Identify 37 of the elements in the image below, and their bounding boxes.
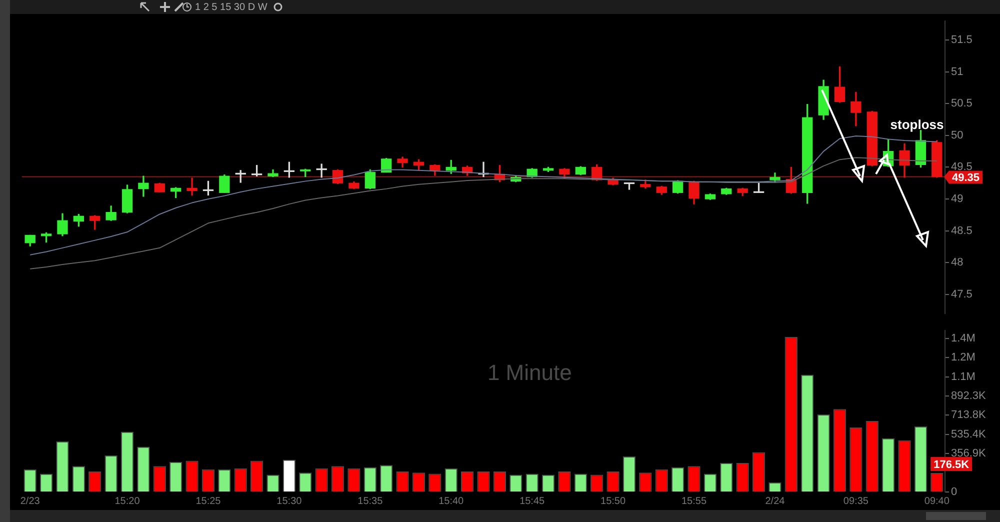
y-tick-label: 1.2M (951, 352, 976, 364)
x-tick-label: 15:45 (520, 496, 546, 507)
y-tick-label: 51.5 (951, 34, 972, 46)
y-tick-label: 49.5 (951, 161, 972, 174)
annotation: stoploss (890, 116, 944, 132)
y-tick-label: 535.4K (951, 428, 987, 440)
y-tick-label: 713.8K (951, 409, 987, 422)
y-tick-label: 1.1M (951, 370, 976, 383)
y-tick-label: 0 (951, 486, 958, 498)
y-tick-label: 50.5 (951, 98, 972, 110)
y-tick-label: 51 (951, 66, 964, 78)
y-tick-label: 49 (951, 193, 964, 206)
x-tick-label: 09:40 (924, 496, 950, 507)
x-tick-label: 15:20 (114, 496, 140, 507)
data-label: 176.5K (934, 459, 970, 472)
x-tick-label: 15:30 (276, 496, 302, 507)
x-tick-label: 15:35 (358, 496, 384, 507)
y-tick-label: 50 (951, 129, 964, 142)
text: 1 2 5 15 30 D W (195, 2, 268, 13)
y-tick-label: 892.3K (951, 390, 987, 402)
x-tick-label: 15:40 (438, 496, 464, 507)
y-tick-label: 48.5 (951, 224, 972, 237)
x-tick-label: 2/24 (765, 496, 786, 507)
x-tick-label: 15:25 (196, 496, 222, 507)
text: 1 Minute (487, 360, 572, 386)
x-tick-label: 15:50 (600, 496, 626, 507)
x-tick-label: 15:55 (681, 496, 707, 507)
candlestick (316, 164, 327, 178)
y-tick-label: 48 (951, 256, 964, 269)
bar (282, 460, 296, 492)
y-tick-label: 1.4M (951, 332, 976, 344)
y-tick-label: 356.9K (951, 448, 987, 460)
y-tick-label: 47.5 (951, 288, 972, 300)
x-tick-label: 09:35 (843, 496, 869, 507)
candlestick (186, 178, 198, 196)
x-tick-label: 2/23 (20, 496, 40, 507)
ref-line-label: 49.35 (952, 172, 980, 184)
